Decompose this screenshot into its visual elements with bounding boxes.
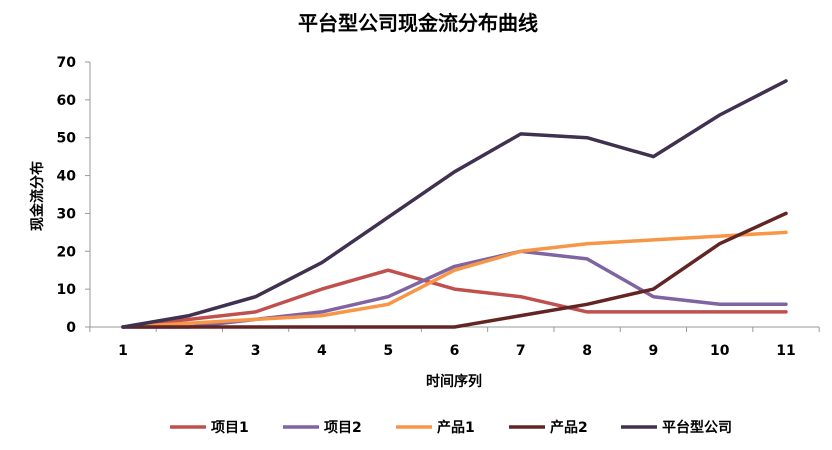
x-tick-label: 9 [649, 343, 659, 359]
y-tick-label: 40 [57, 169, 77, 185]
y-axis-label: 现金流分布 [29, 161, 46, 231]
x-tick-label: 7 [516, 343, 526, 359]
x-tick-label: 11 [776, 343, 795, 359]
legend-item-5: 平台型公司 [621, 419, 732, 436]
series-line-1 [121, 268, 788, 329]
x-axis-label: 时间序列 [426, 373, 482, 390]
x-tick-label: 8 [582, 343, 592, 359]
legend-label: 项目2 [324, 420, 362, 436]
y-tick-label: 0 [66, 320, 76, 336]
axes: 0 10 20 30 40 50 60 70 1 2 3 4 5 6 7 8 9 10 11 [57, 55, 820, 359]
x-tick-label: 10 [710, 343, 730, 359]
x-tick-label: 5 [383, 343, 393, 359]
legend-item-3: 产品1 [396, 419, 475, 436]
legend-label: 产品2 [550, 419, 588, 436]
chart-title: 平台型公司现金流分布曲线 [298, 11, 538, 35]
x-tick-label: 4 [317, 343, 327, 359]
y-tick-label: 20 [57, 244, 77, 260]
series-line-3 [121, 230, 788, 329]
y-tick-label: 10 [57, 282, 77, 298]
legend-item-2: 项目2 [283, 420, 362, 436]
series-line-4 [121, 211, 788, 329]
legend-item-1: 项目1 [170, 420, 249, 436]
legend-label: 平台型公司 [662, 419, 732, 436]
x-tick-label: 3 [251, 343, 261, 359]
x-tick-label: 6 [450, 343, 460, 359]
legend-label: 项目1 [211, 420, 249, 436]
series-layer [121, 79, 788, 329]
legend-label: 产品1 [437, 419, 475, 436]
legend: 项目1 项目2 产品1 产品2 平台型公司 [170, 419, 732, 436]
y-tick-label: 50 [57, 131, 77, 147]
legend-item-4: 产品2 [509, 419, 588, 436]
y-tick-label: 70 [57, 55, 77, 71]
x-tick-label: 1 [118, 343, 128, 359]
series-line-5 [121, 79, 788, 329]
y-tick-label: 60 [57, 93, 77, 109]
y-tick-label: 30 [57, 206, 77, 222]
x-tick-label: 2 [184, 343, 194, 359]
